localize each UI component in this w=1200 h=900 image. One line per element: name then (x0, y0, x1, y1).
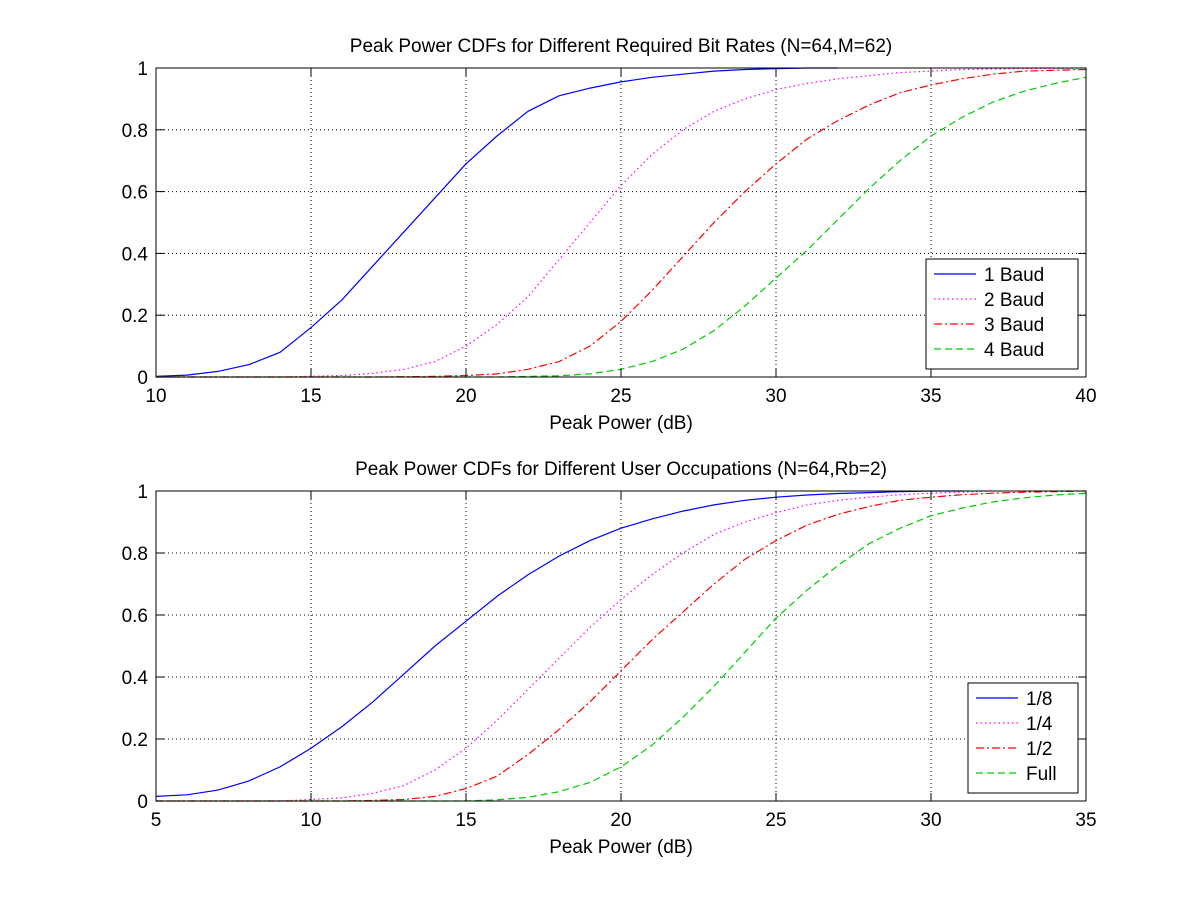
y-tick-label: 0.4 (122, 244, 149, 265)
y-tick-label: 1 (137, 59, 148, 80)
y-tick-label: 0.6 (122, 183, 148, 204)
legend: 1/8 1/4 1/2 Full (967, 682, 1079, 794)
y-tick-label: 0.2 (122, 730, 148, 751)
series-line-1-4 (156, 490, 994, 802)
y-tick-label: 0.8 (122, 121, 148, 142)
legend-label: Full (1026, 764, 1057, 785)
legend-label: 3 Baud (984, 315, 1044, 336)
chart-bit-rates: 10 15 20 25 30 35 40 0 0.2 0.4 0.6 0.8 1 Peak Power C… (122, 36, 1097, 434)
legend-label: 1/4 (1026, 714, 1053, 735)
series-line-full (156, 492, 1087, 802)
x-axis-label: Peak Power (dB) (549, 413, 693, 434)
chart-title: Peak Power CDFs for Different Required B… (350, 36, 892, 57)
x-tick-label: 20 (610, 810, 631, 831)
x-tick-label: 35 (1075, 810, 1096, 831)
x-tick-label: 40 (1075, 386, 1096, 407)
x-tick-label: 5 (151, 810, 162, 831)
y-tick-label: 0.4 (122, 668, 149, 689)
legend-box (967, 682, 1079, 794)
y-tick-label: 0.2 (122, 306, 148, 327)
legend-label: 1/2 (1026, 739, 1052, 760)
x-tick-label: 15 (455, 810, 476, 831)
series-line-2-baud (156, 67, 1087, 378)
x-tick-label: 30 (920, 810, 941, 831)
y-tick-label: 0 (137, 792, 148, 813)
x-tick-label: 35 (920, 386, 941, 407)
legend-label: 1 Baud (984, 265, 1044, 286)
y-tick-label: 1 (137, 482, 148, 503)
series-line-1-8 (155, 490, 962, 797)
y-tick-label: 0.6 (122, 606, 148, 627)
series-line-3-baud (156, 68, 1087, 378)
chart-title: Peak Power CDFs for Different User Occup… (355, 459, 887, 480)
y-tick-label: 0.8 (122, 544, 148, 565)
y-tick-label: 0 (137, 368, 148, 389)
x-tick-label: 10 (145, 386, 166, 407)
legend: 1 Baud 2 Baud 3 Baud 4 Baud (925, 258, 1079, 370)
legend-label: 2 Baud (984, 290, 1044, 311)
series-line-1-2 (156, 490, 1087, 802)
x-tick-label: 30 (765, 386, 786, 407)
legend-label: 4 Baud (984, 340, 1044, 361)
series-line-1-baud (155, 67, 838, 377)
x-tick-label: 25 (765, 810, 786, 831)
x-tick-label: 10 (300, 810, 321, 831)
plot-area (156, 491, 1086, 801)
x-tick-label: 20 (455, 386, 476, 407)
legend-box (925, 258, 1079, 370)
x-axis-label: Peak Power (dB) (549, 837, 693, 858)
legend-label: 1/8 (1026, 689, 1052, 710)
x-tick-label: 15 (300, 386, 321, 407)
chart-user-occupations: 5 10 15 20 25 30 35 0 0.2 0.4 0.6 0.8 1 Peak Power CD… (122, 459, 1097, 858)
x-tick-label: 25 (610, 386, 631, 407)
